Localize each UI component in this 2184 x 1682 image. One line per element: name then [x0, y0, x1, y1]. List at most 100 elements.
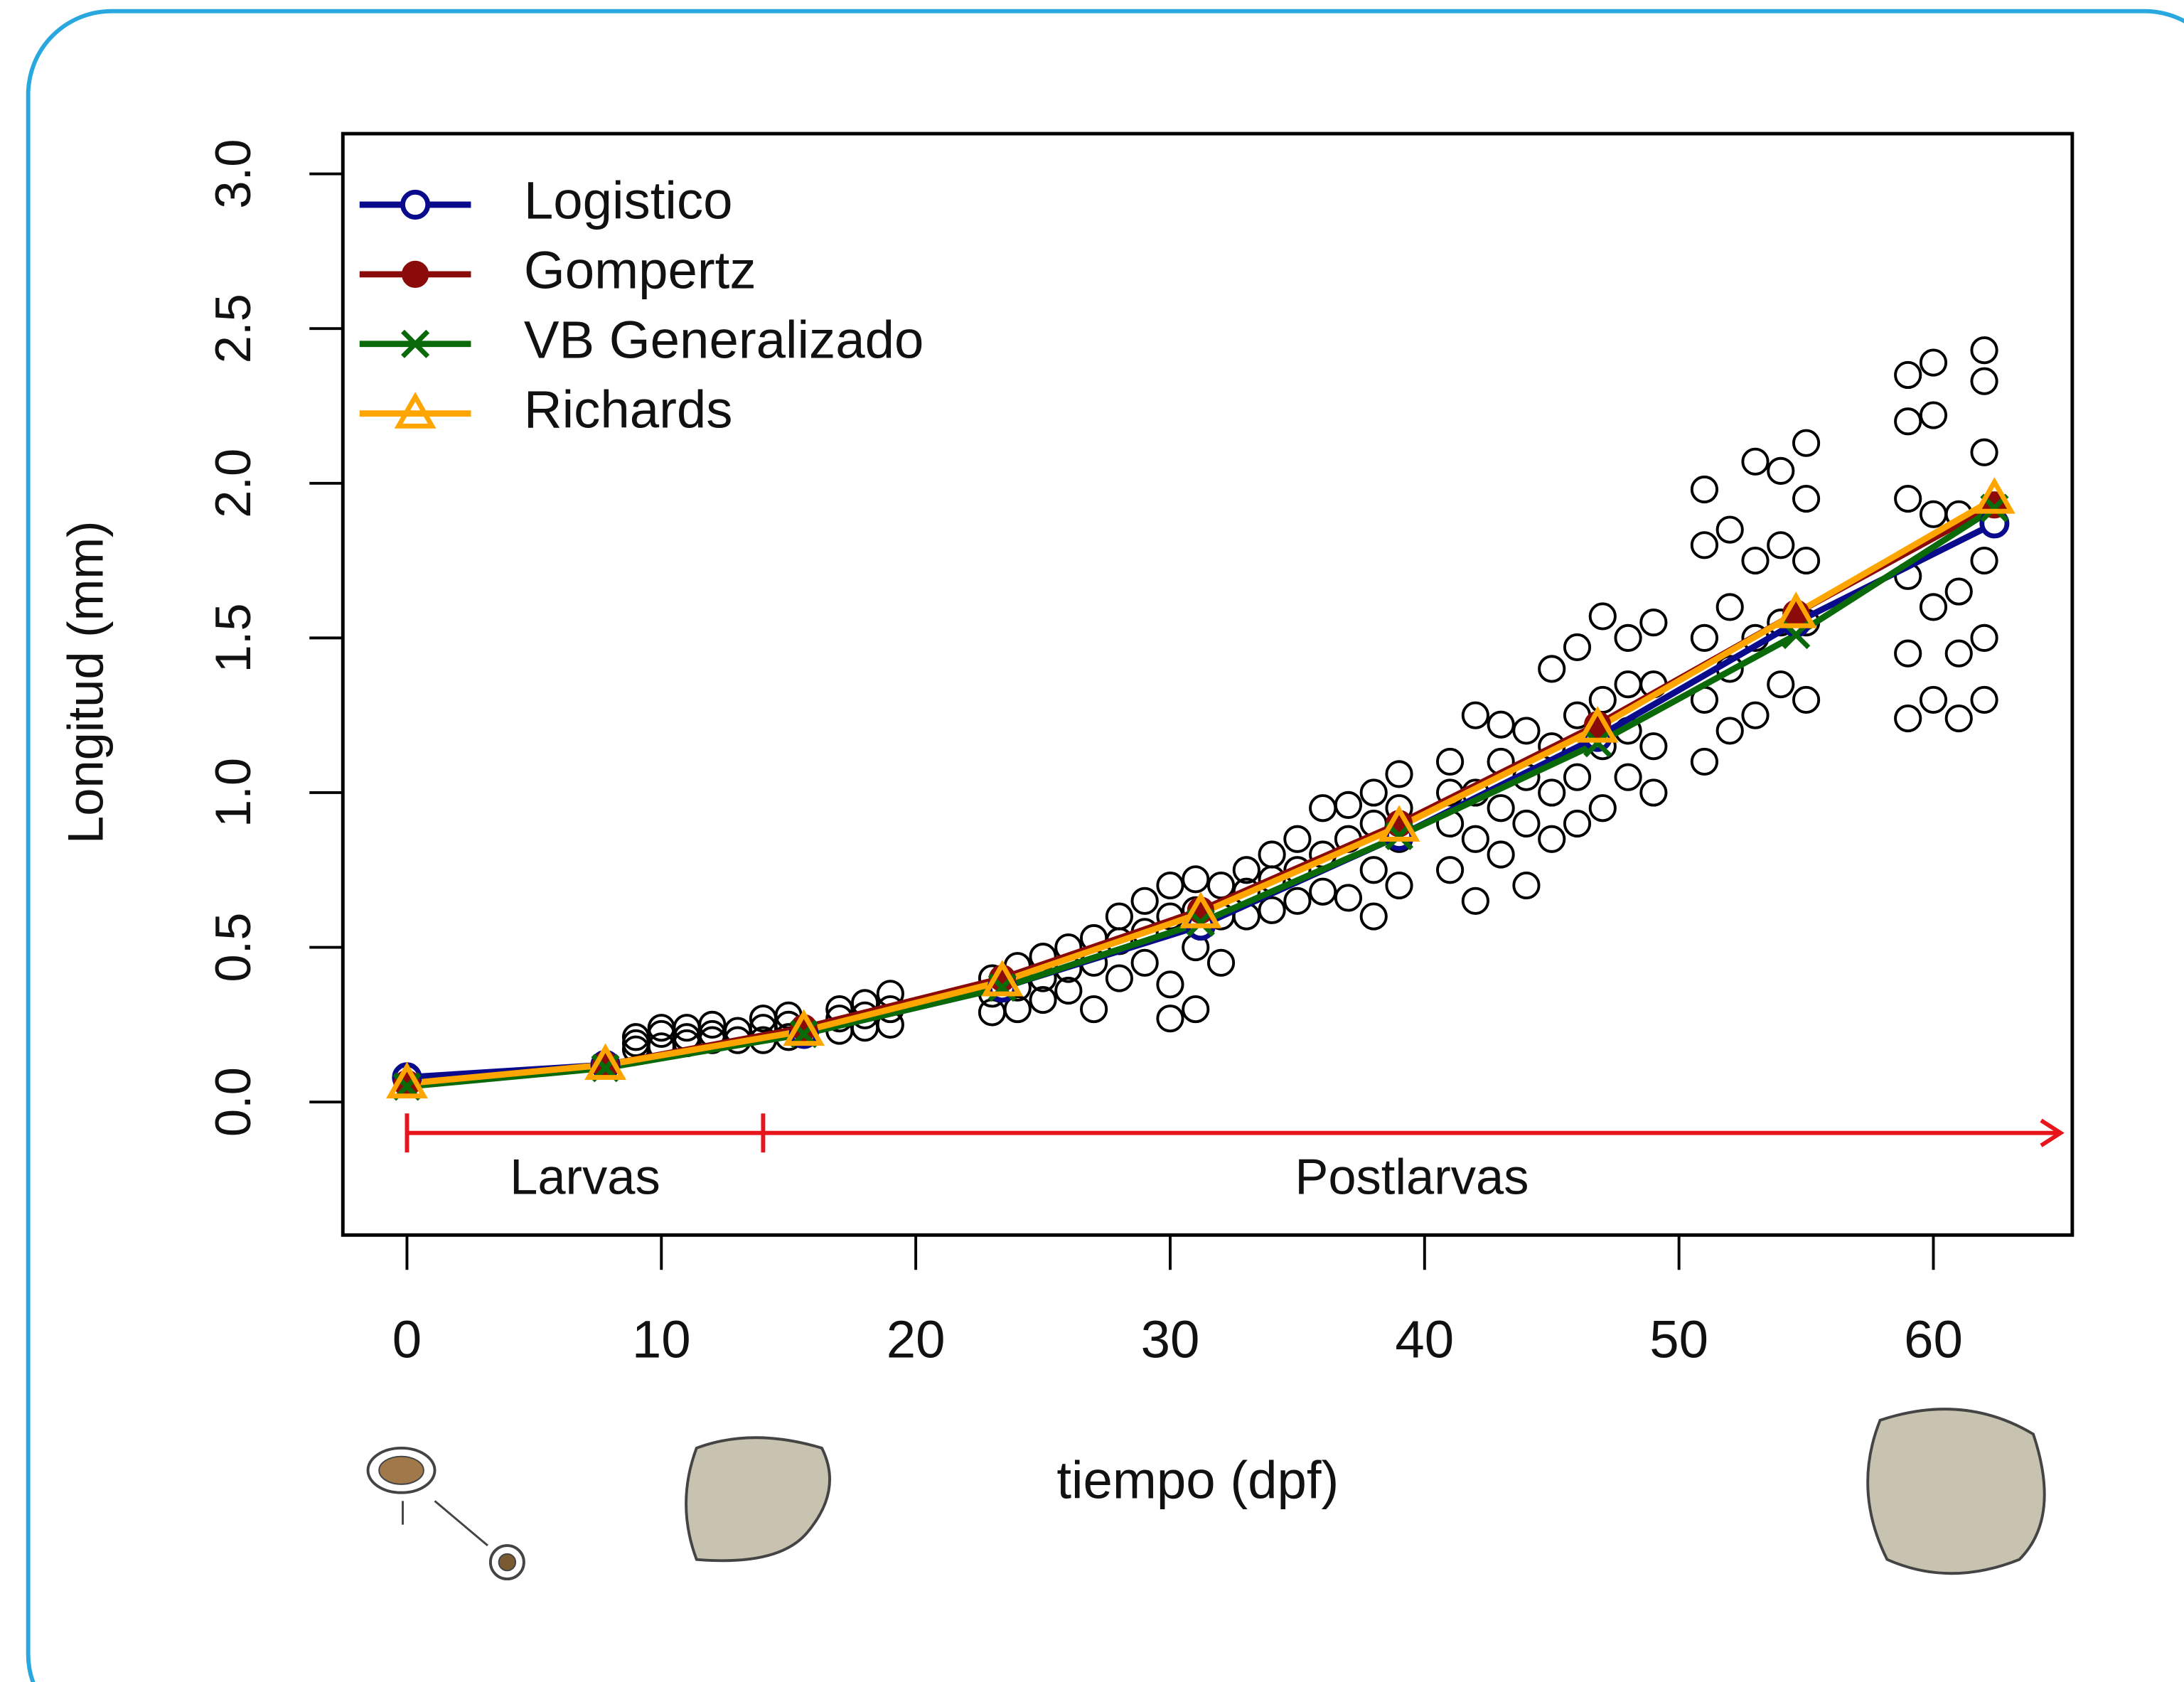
y-axis-label: Longitud (mm): [57, 520, 113, 844]
observation: [1715, 717, 1744, 745]
phase-arrowhead: [2040, 1118, 2065, 1147]
marker: [1378, 805, 1420, 842]
observation: [1639, 778, 1668, 807]
observation: [1970, 546, 1998, 575]
observation: [1639, 732, 1668, 761]
observation: [1919, 593, 1948, 621]
marker: [783, 1009, 825, 1046]
observation: [1690, 747, 1719, 776]
observation: [1130, 886, 1159, 915]
observation: [1105, 902, 1133, 931]
observation: [1970, 438, 1998, 466]
observation: [1792, 484, 1821, 513]
x-tick-label: 10: [632, 1310, 691, 1369]
observation: [1588, 602, 1617, 631]
observation: [1080, 995, 1108, 1024]
marker: [400, 189, 431, 220]
observation: [1690, 531, 1719, 559]
plot-box: [341, 132, 2075, 1237]
legend-label: Richards: [524, 380, 733, 439]
observation: [1970, 336, 1998, 365]
x-tick-label: 30: [1141, 1310, 1200, 1369]
marker: [584, 1043, 626, 1080]
data-layer: [386, 336, 2016, 1101]
y-tick-label: 0.0: [205, 1067, 261, 1137]
observation: [1919, 348, 1948, 377]
observation: [1690, 623, 1719, 652]
observation: [1206, 948, 1236, 977]
observation: [1385, 760, 1413, 788]
observation: [1538, 655, 1566, 683]
observation: [1156, 1005, 1184, 1033]
y-tick-label: 2.5: [205, 294, 261, 363]
legend-label: VB Generalizado: [524, 310, 924, 369]
observation: [1614, 763, 1642, 791]
observation: [698, 1010, 727, 1039]
observation: [1919, 401, 1948, 429]
y-tick-label: 3.0: [205, 139, 261, 209]
observation: [1232, 856, 1260, 884]
observation: [1359, 856, 1388, 884]
x-tick-label: 0: [392, 1310, 422, 1369]
observation: [1512, 871, 1541, 900]
observation: [1741, 546, 1770, 575]
y-tick-label: 1.5: [205, 603, 261, 673]
observation: [1385, 871, 1413, 900]
observation: [1792, 546, 1821, 575]
observation: [1792, 685, 1821, 714]
observation: [1105, 964, 1133, 992]
observation: [1435, 747, 1465, 776]
observation: [1334, 884, 1363, 912]
x-tick-label: 60: [1904, 1310, 1963, 1369]
observation: [1461, 825, 1489, 853]
frame: [26, 9, 2184, 1682]
observation: [1487, 794, 1515, 823]
marker: [386, 1061, 428, 1099]
observation: [1741, 701, 1770, 729]
x-tick-label: 40: [1395, 1310, 1454, 1369]
marker: [1179, 891, 1222, 928]
observation: [1258, 840, 1286, 869]
observation: [1894, 407, 1922, 436]
marker: [1576, 706, 1619, 743]
observation: [1538, 825, 1566, 853]
phase-label: Postlarvas: [1295, 1149, 1529, 1205]
observation: [1130, 948, 1159, 977]
y-tick-label: 0.5: [205, 913, 261, 982]
legend-label: Logistico: [524, 171, 733, 230]
observation: [1767, 670, 1795, 699]
marker: [1973, 477, 2016, 514]
observation: [1588, 794, 1617, 823]
observation: [1741, 447, 1770, 476]
observation: [1283, 825, 1312, 853]
observation: [1715, 515, 1744, 544]
observation: [1970, 685, 1998, 714]
observation: [1970, 367, 1998, 395]
y-tick-label: 1.0: [205, 758, 261, 827]
observation: [1003, 995, 1032, 1024]
marker: [402, 260, 429, 288]
illustration: [366, 1408, 2046, 1581]
observation: [1944, 639, 1973, 668]
y-tick-label: 2.0: [205, 449, 261, 518]
legend-label: Gompertz: [524, 241, 756, 300]
observation: [1054, 976, 1083, 1005]
marker: [1774, 591, 1817, 628]
observation: [1919, 685, 1948, 714]
marker: [1583, 729, 1612, 758]
marker: [394, 392, 437, 429]
observation: [1461, 886, 1489, 915]
observation: [1512, 717, 1541, 745]
observation: [1435, 856, 1465, 884]
observation: [1487, 710, 1515, 739]
marker: [401, 329, 430, 358]
phase-label: Larvas: [510, 1149, 660, 1205]
x-tick-label: 50: [1649, 1310, 1708, 1369]
observation: [1792, 429, 1821, 457]
observation: [1970, 623, 1998, 652]
marker: [981, 960, 1024, 997]
observation: [1944, 704, 1973, 733]
observation: [1563, 633, 1592, 662]
